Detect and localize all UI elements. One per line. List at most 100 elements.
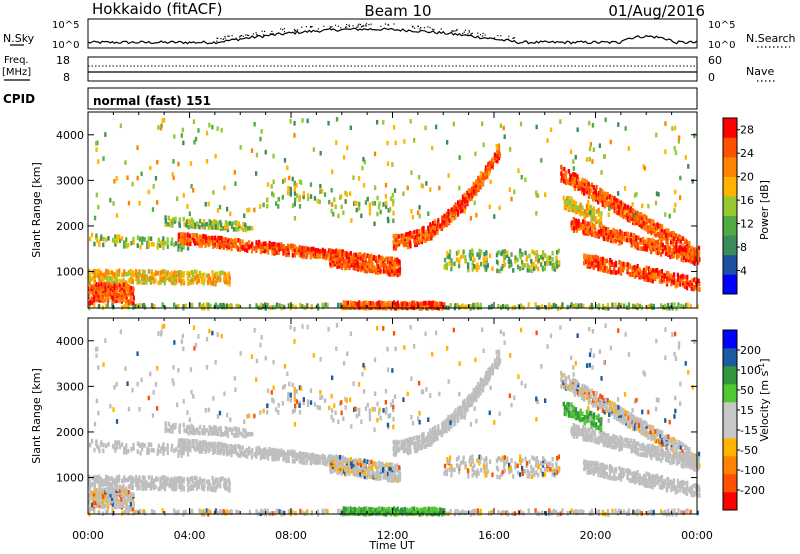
velocity-cell — [495, 364, 498, 369]
power-cell — [111, 282, 114, 287]
power-cell — [408, 230, 412, 236]
power-cell — [287, 185, 290, 191]
power-cell — [429, 303, 432, 309]
power-cell — [566, 196, 569, 201]
power-cell — [234, 181, 237, 186]
power-cell — [168, 222, 172, 228]
noise-sky-trace — [87, 27, 698, 45]
noise-search-point — [359, 23, 362, 26]
power-cell — [373, 151, 377, 157]
power-cell — [250, 248, 254, 254]
velocity-cell — [553, 473, 556, 478]
power-cell — [528, 268, 531, 273]
power-cell — [205, 159, 209, 164]
power-cell — [239, 145, 242, 150]
velocity-cell — [106, 495, 109, 501]
power-cell — [640, 215, 643, 220]
power-cell — [620, 207, 623, 212]
power-cell — [438, 185, 441, 191]
velocity-cell — [302, 400, 305, 406]
power-cell — [657, 271, 660, 276]
power-cell — [680, 257, 683, 262]
power-cell — [293, 216, 297, 221]
velocity-cell — [457, 414, 460, 419]
velocity-cell — [432, 426, 435, 432]
velocity-cell — [555, 465, 558, 470]
power-echoes — [88, 117, 701, 311]
velocity-cell — [309, 400, 313, 405]
velocity-cell — [122, 503, 125, 509]
power-cell — [398, 259, 401, 264]
velocity-cell — [120, 492, 123, 497]
power-cell — [601, 198, 604, 203]
velocity-cell — [373, 407, 376, 412]
velocity-cell — [212, 484, 215, 490]
power-cell — [579, 183, 582, 189]
power-cell — [590, 214, 593, 219]
velocity-cell — [544, 467, 547, 472]
power-cell — [174, 216, 177, 222]
power-cell — [607, 212, 610, 217]
power-cell — [273, 249, 276, 254]
velocity-cell — [421, 436, 424, 441]
velocity-echoes — [88, 323, 701, 517]
velocity-cell — [245, 447, 248, 453]
velocity-cell — [293, 458, 296, 464]
velocity-cell — [99, 476, 102, 482]
power-cell — [137, 276, 140, 281]
power-cell — [262, 202, 265, 208]
velocity-cell — [549, 461, 552, 467]
power-cell — [104, 287, 107, 293]
power-cell — [275, 201, 278, 206]
power-cell — [113, 291, 117, 296]
velocity-cell — [127, 484, 130, 489]
velocity-cell — [129, 474, 132, 480]
power-cell — [599, 260, 602, 266]
power-cell — [134, 269, 138, 274]
power-cell — [536, 193, 539, 198]
power-cell — [359, 261, 362, 267]
velocity-cell — [107, 504, 110, 509]
power-cell — [470, 186, 474, 192]
velocity-cell — [463, 404, 467, 410]
noise-search-point — [370, 23, 372, 25]
noise-search-point — [423, 27, 425, 29]
velocity-cell — [124, 486, 128, 492]
power-cell — [182, 304, 185, 309]
velocity-cell — [539, 460, 543, 466]
velocity-cell — [393, 449, 396, 455]
power-cell — [638, 303, 641, 309]
power-cell — [458, 155, 461, 160]
velocity-cell — [471, 473, 474, 478]
power-cell — [588, 254, 591, 260]
power-cell — [245, 241, 248, 247]
power-cell — [379, 268, 382, 274]
velocity-cell — [394, 452, 398, 457]
power-cell — [602, 267, 605, 273]
velocity-cell — [295, 456, 298, 462]
power-cell — [423, 238, 426, 243]
power-cell — [425, 236, 428, 241]
power-cell — [651, 237, 654, 243]
velocity-cell — [586, 392, 589, 398]
power-cell — [163, 274, 166, 279]
noise-search-point — [227, 35, 229, 37]
power-cell — [218, 235, 221, 241]
power-cell — [445, 211, 448, 217]
power-cell — [591, 230, 594, 236]
power-cell — [350, 253, 353, 259]
noise-search-point — [365, 24, 367, 26]
power-cell — [88, 268, 91, 274]
power-cell — [553, 267, 556, 272]
power-cell — [355, 207, 358, 213]
power-cell — [579, 222, 582, 227]
power-cell — [189, 222, 192, 227]
velocity-cell — [336, 470, 339, 475]
velocity-cell — [392, 416, 395, 422]
power-cell — [495, 259, 499, 265]
power-cell — [198, 238, 201, 244]
power-cell — [107, 236, 110, 241]
velocity-cell — [495, 465, 499, 471]
power-cell — [536, 305, 539, 310]
noise-search-point — [497, 34, 499, 37]
